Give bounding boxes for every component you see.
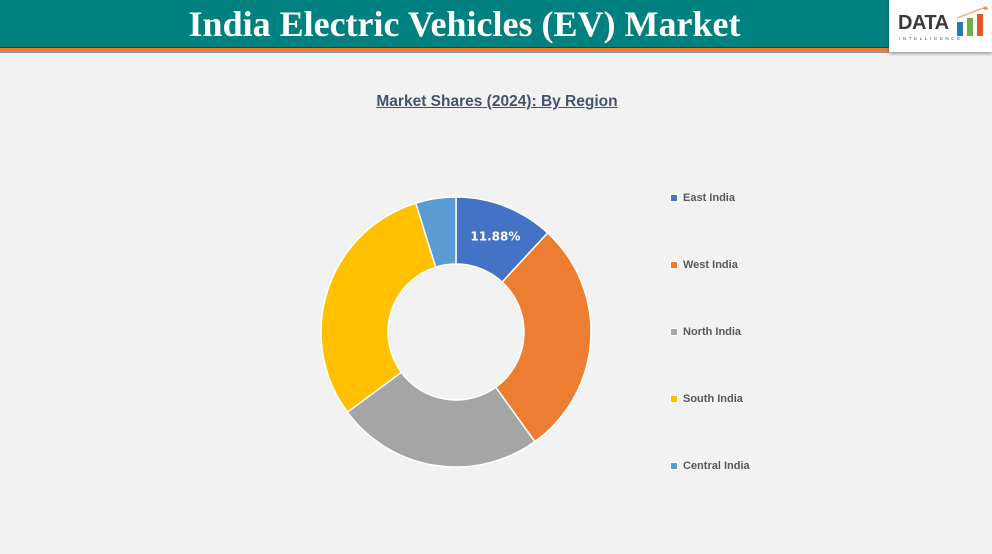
data-label: 11.88% — [470, 230, 520, 244]
donut-slice-central-india — [414, 196, 457, 269]
bar-chart-logo-icon — [956, 6, 988, 36]
legend-label: East India — [683, 192, 735, 204]
donut-slice-south-india — [320, 202, 437, 414]
donut-slice-west-india — [494, 231, 592, 443]
legend-item-west-india: West India — [670, 258, 738, 272]
legend-label: Central India — [683, 460, 750, 472]
chart-title: Market Shares (2024): By Region — [376, 93, 618, 110]
legend-swatch-icon — [670, 328, 678, 336]
legend-swatch-icon — [670, 194, 678, 202]
legend-label: North India — [683, 326, 742, 338]
header-divider-orange — [0, 48, 889, 52]
legend-swatch-icon — [670, 462, 678, 470]
company-logo: DATA INTELLIGENCE — [889, 0, 992, 52]
donut-slice-north-india — [346, 371, 536, 468]
legend-item-south-india: South India — [670, 392, 743, 406]
legend-swatch-icon — [670, 395, 678, 403]
header-divider-blue — [0, 52, 889, 53]
logo-wordmark: DATA — [898, 12, 949, 34]
legend-item-central-india: Central India — [670, 459, 750, 473]
legend-label: South India — [683, 393, 743, 405]
legend-swatch-icon — [670, 261, 678, 269]
logo-subtitle: INTELLIGENCE — [899, 36, 963, 41]
header-divider-dark — [0, 47, 889, 48]
legend-item-north-india: North India — [670, 325, 741, 339]
header-banner — [0, 0, 889, 47]
page-title: India Electric Vehicles (EV) Market — [188, 3, 741, 44]
legend-label: West India — [683, 259, 738, 271]
legend-item-east-india: East India — [670, 191, 735, 205]
